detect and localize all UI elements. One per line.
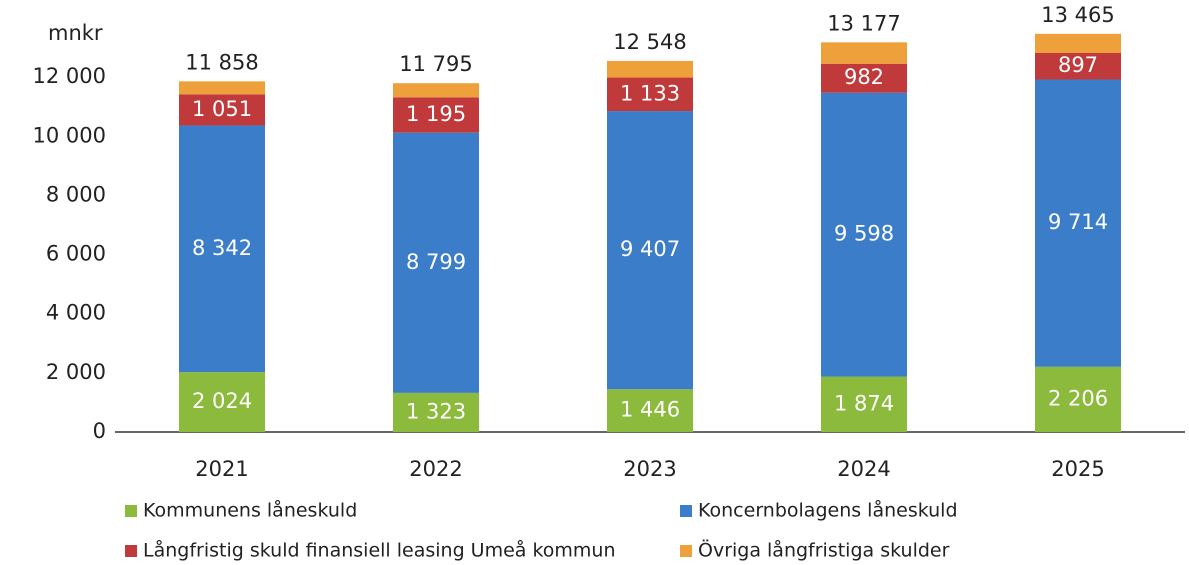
bar-segment xyxy=(393,392,479,432)
y-tick-label: 0 xyxy=(93,419,106,443)
legend-swatch xyxy=(125,545,137,557)
value-label: 2 024 xyxy=(192,389,252,413)
y-tick-label: 10 000 xyxy=(33,123,106,147)
value-label: 8 342 xyxy=(192,236,252,260)
x-tick-label: 2022 xyxy=(409,457,462,481)
legend-label: Övriga långfristiga skulder xyxy=(698,539,950,562)
legend-label: Långfristig skuld finansiell leasing Ume… xyxy=(143,539,616,562)
y-tick-label: 12 000 xyxy=(33,64,106,88)
bar-segment xyxy=(821,63,907,93)
legend-label: Kommunens låneskuld xyxy=(143,499,357,522)
bar-segment xyxy=(179,372,265,432)
bar-segment xyxy=(607,111,693,390)
value-label: 9 714 xyxy=(1048,210,1108,234)
bar-segment xyxy=(607,60,693,78)
bar-segment xyxy=(821,92,907,377)
value-label: 1 133 xyxy=(620,81,680,105)
y-tick-label: 6 000 xyxy=(46,242,106,266)
y-tick-label: 2 000 xyxy=(46,360,106,384)
value-label: 1 874 xyxy=(834,391,894,415)
legend-label: Koncernbolagens låneskuld xyxy=(698,499,958,522)
value-label: 9 407 xyxy=(620,237,680,261)
y-tick-label: 8 000 xyxy=(46,182,106,206)
value-label: 982 xyxy=(844,65,884,89)
value-label: 1 195 xyxy=(406,102,466,126)
value-label: 1 051 xyxy=(192,97,252,121)
y-axis-label: mnkr xyxy=(48,21,103,45)
bar-segment xyxy=(179,94,265,126)
bar-segment xyxy=(821,42,907,64)
bar-segment xyxy=(1035,52,1121,80)
bar-segment xyxy=(393,83,479,98)
value-label: 1 323 xyxy=(406,399,466,423)
x-tick-label: 2025 xyxy=(1051,457,1104,481)
bar-segment xyxy=(607,389,693,432)
y-tick-label: 4 000 xyxy=(46,301,106,325)
x-tick-label: 2024 xyxy=(837,457,890,481)
x-tick-label: 2023 xyxy=(623,457,676,481)
bar-segment xyxy=(1035,366,1121,432)
total-label: 13 465 xyxy=(1041,3,1114,27)
bar-segment xyxy=(179,125,265,373)
value-label: 9 598 xyxy=(834,222,894,246)
legend-swatch xyxy=(680,505,692,517)
total-label: 11 858 xyxy=(185,50,258,74)
bar-segment xyxy=(1035,33,1121,53)
value-label: 897 xyxy=(1058,53,1098,77)
bar-segment xyxy=(393,97,479,133)
bar-segment xyxy=(821,376,907,432)
total-label: 11 795 xyxy=(399,52,472,76)
bar-segment xyxy=(393,132,479,393)
legend-swatch xyxy=(125,505,137,517)
bar-segment xyxy=(1035,79,1121,367)
bar-segment xyxy=(179,81,265,95)
value-label: 1 446 xyxy=(620,398,680,422)
bar-segment xyxy=(607,77,693,112)
value-label: 8 799 xyxy=(406,250,466,274)
x-tick-label: 2021 xyxy=(195,457,248,481)
total-label: 13 177 xyxy=(827,11,900,35)
legend-swatch xyxy=(680,545,692,557)
value-label: 2 206 xyxy=(1048,386,1108,410)
total-label: 12 548 xyxy=(613,30,686,54)
